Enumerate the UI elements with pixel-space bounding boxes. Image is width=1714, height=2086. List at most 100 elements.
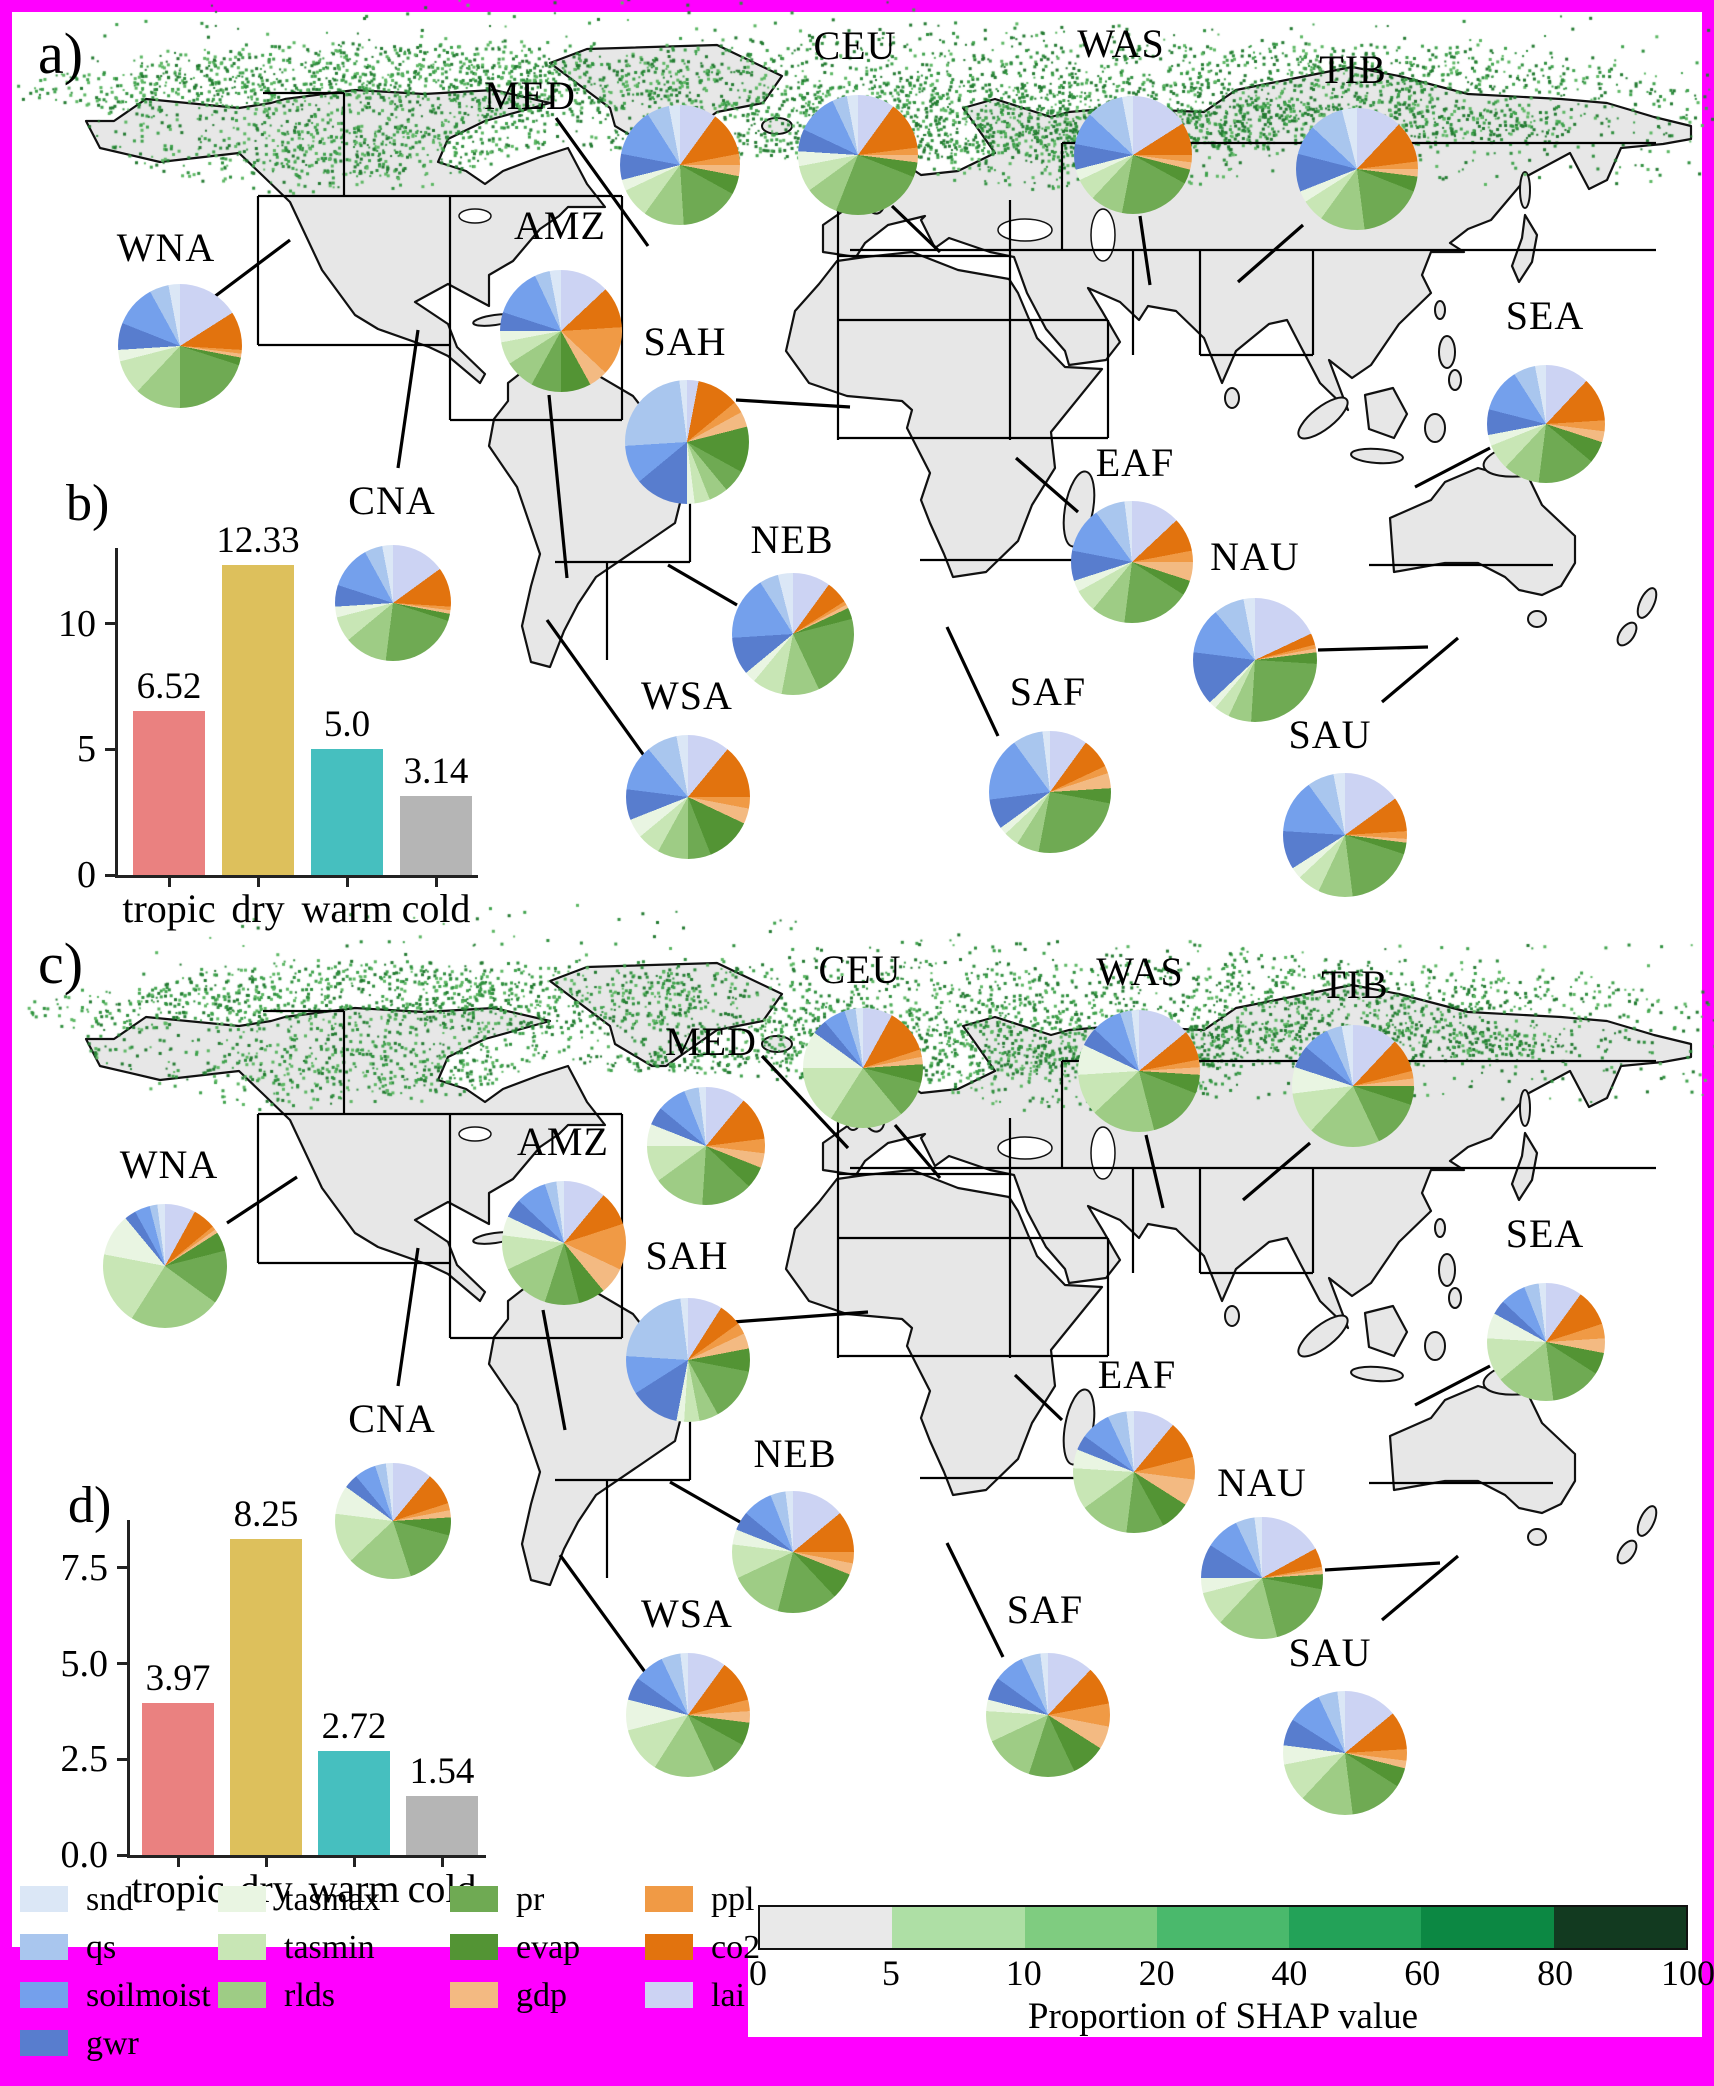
panel_b-value-cold: 3.14 <box>403 751 469 793</box>
colorbar-tick-80: 80 <box>1537 1953 1574 1993</box>
colorbar-title: Proportion of SHAP value <box>1027 1996 1419 2037</box>
pie-NAU-panel-a <box>1193 598 1317 722</box>
pie-MED-panel-c <box>647 1087 765 1205</box>
panel_d-bar-warm <box>318 1750 390 1855</box>
region-label-CNA-panel-a: CNA <box>348 478 436 523</box>
pie-WAS-panel-c <box>1078 1010 1200 1132</box>
panel_b-xtick-mark <box>434 878 438 887</box>
legend-swatch-gdp <box>450 1982 498 2008</box>
pie-SAU-panel-a <box>1283 773 1407 897</box>
region-label-WSA-panel-a: WSA <box>641 673 733 718</box>
pie-CEU-panel-c <box>803 1008 923 1128</box>
pie-NAU-panel-c <box>1201 1517 1323 1639</box>
legend-swatch-evap <box>450 1934 498 1960</box>
legend-label-rlds: rlds <box>284 1977 335 2014</box>
region-label-CEU-panel-a: CEU <box>813 23 897 68</box>
legend-label-tasmax: tasmax <box>284 1881 381 1918</box>
legend-swatch-tasmin <box>218 1934 266 1960</box>
region-label-TIB-panel-a: TIB <box>1319 47 1387 92</box>
region-label-CEU-panel-c: CEU <box>818 947 902 992</box>
legend-label-snd: snd <box>86 1881 134 1918</box>
legend-label-lai: lai <box>711 1977 745 2014</box>
legend-label-gwr: gwr <box>86 2025 139 2062</box>
panel_d-value-warm: 2.72 <box>321 1705 387 1747</box>
panel_d-x-axis <box>127 1855 486 1858</box>
legend-label-soilmoist: soilmoist <box>86 1977 211 2014</box>
region-label-WSA-panel-c: WSA <box>641 1591 733 1636</box>
panel_d-ytick-mark <box>117 1662 127 1665</box>
panel_d-xtick-mark <box>176 1858 180 1867</box>
region-label-SAU-panel-c: SAU <box>1288 1630 1372 1675</box>
colorbar-tick-60: 60 <box>1404 1953 1441 1993</box>
pie-WSA-panel-a <box>626 735 750 859</box>
pie-AMZ-panel-a <box>500 270 622 392</box>
legend-swatch-snd <box>20 1886 68 1912</box>
pie-SAF-panel-c <box>986 1653 1110 1777</box>
panel_b-xtick-mark <box>256 878 260 887</box>
pie-TIB-panel-a <box>1296 108 1418 230</box>
region-label-NAU-panel-c: NAU <box>1217 1460 1307 1505</box>
legend-label-pr: pr <box>516 1881 545 1918</box>
panel_d-bar-dry <box>230 1539 302 1855</box>
region-label-SEA-panel-c: SEA <box>1505 1211 1585 1256</box>
region-label-NEB-panel-a: NEB <box>750 517 834 562</box>
panel_b-y-axis <box>115 548 118 878</box>
legend-swatch-ppl <box>645 1886 693 1912</box>
pie-TIB-panel-c <box>1292 1025 1414 1147</box>
pie-SAH-panel-c <box>626 1298 750 1422</box>
colorbar-tick-40: 40 <box>1271 1953 1308 1993</box>
legend-swatch-qs <box>20 1934 68 1960</box>
pie-WNA-panel-a <box>118 284 242 408</box>
region-label-SAF-panel-c: SAF <box>1006 1587 1084 1632</box>
region-label-MED-panel-c: MED <box>665 1019 757 1064</box>
legend-swatch-soilmoist <box>20 1982 68 2008</box>
pie-SAF-panel-a <box>989 731 1111 853</box>
panel-label-c: c) <box>38 931 84 996</box>
region-label-CNA-panel-c: CNA <box>348 1396 436 1441</box>
panel_d-xtick-mark <box>264 1858 268 1867</box>
region-label-SAH-panel-a: SAH <box>643 319 727 364</box>
panel_b-bar-dry <box>222 564 294 875</box>
pie-AMZ-panel-c <box>502 1181 626 1305</box>
panel_b-cat-dry: dry <box>231 886 285 931</box>
panel_d-xtick-mark <box>440 1858 444 1867</box>
colorbar-tick-10: 10 <box>1005 1953 1042 1993</box>
legend-label-ppl: ppl <box>711 1881 755 1918</box>
legend-swatch-gwr <box>20 2030 68 2056</box>
pie-SAU-panel-c <box>1283 1691 1407 1815</box>
panel_d-ytick-label: 2.5 <box>60 1738 109 1781</box>
pie-WAS-panel-a <box>1074 96 1192 214</box>
panel_d-value-dry: 8.25 <box>233 1494 299 1536</box>
region-label-AMZ-panel-c: AMZ <box>517 1119 609 1164</box>
panel_d-bar-cold <box>406 1796 478 1855</box>
panel_d-ytick-mark <box>117 1757 127 1761</box>
colorbar-tick-0: 0 <box>749 1953 767 1993</box>
legend-label-tasmin: tasmin <box>284 1929 375 1966</box>
panel_b-ytick-mark <box>105 747 115 751</box>
panel_b-cat-warm: warm <box>301 886 393 931</box>
panel_b-value-warm: 5.0 <box>323 704 371 746</box>
panel_b-bar-tropic <box>133 711 205 875</box>
colorbar-segment-2 <box>1024 1907 1157 1948</box>
panel_b-cat-cold: cold <box>401 886 471 931</box>
panel_d-bar-tropic <box>142 1702 214 1855</box>
panel_d-cat-tropic: tropic <box>131 1866 225 1911</box>
panel-label-b: b) <box>66 475 110 532</box>
region-label-WAS-panel-a: WAS <box>1077 21 1165 66</box>
pie-SEA-panel-c <box>1487 1283 1605 1401</box>
legend-swatch-pr <box>450 1886 498 1912</box>
region-label-WNA-panel-a: WNA <box>116 225 216 270</box>
panel-label-d: d) <box>68 1477 112 1534</box>
colorbar-segment-0 <box>760 1907 893 1948</box>
pie-CNA-panel-c <box>335 1463 451 1579</box>
panel_d-ytick-label: 0.0 <box>60 1834 109 1876</box>
pie-NEB-panel-c <box>732 1491 854 1613</box>
region-label-SEA-panel-a: SEA <box>1505 293 1585 338</box>
region-label-WNA-panel-c: WNA <box>119 1142 219 1187</box>
legend-label-qs: qs <box>86 1929 117 1966</box>
region-label-EAF-panel-a: EAF <box>1095 440 1175 485</box>
region-label-NEB-panel-c: NEB <box>753 1431 837 1476</box>
colorbar-bar <box>758 1905 1688 1950</box>
colorbar-segment-4 <box>1289 1907 1422 1948</box>
